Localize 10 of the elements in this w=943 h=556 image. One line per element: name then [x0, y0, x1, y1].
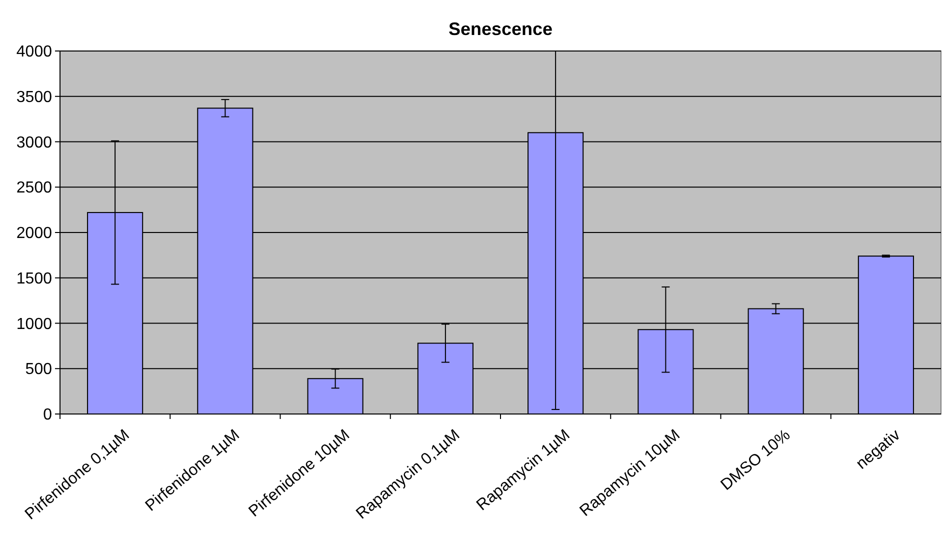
y-tick-label: 3500 — [16, 88, 52, 106]
y-tick-label: 1000 — [16, 316, 52, 333]
y-tick-label: 2500 — [16, 180, 52, 197]
y-tick-label: 500 — [25, 361, 52, 378]
y-tick-label: 1500 — [16, 270, 52, 288]
y-tick-label: 4000 — [16, 44, 52, 61]
y-tick-label: 0 — [43, 406, 52, 424]
y-tick-label: 3000 — [16, 134, 52, 152]
chart-title: Senescence — [448, 19, 553, 39]
y-tick-label: 2000 — [16, 225, 52, 242]
